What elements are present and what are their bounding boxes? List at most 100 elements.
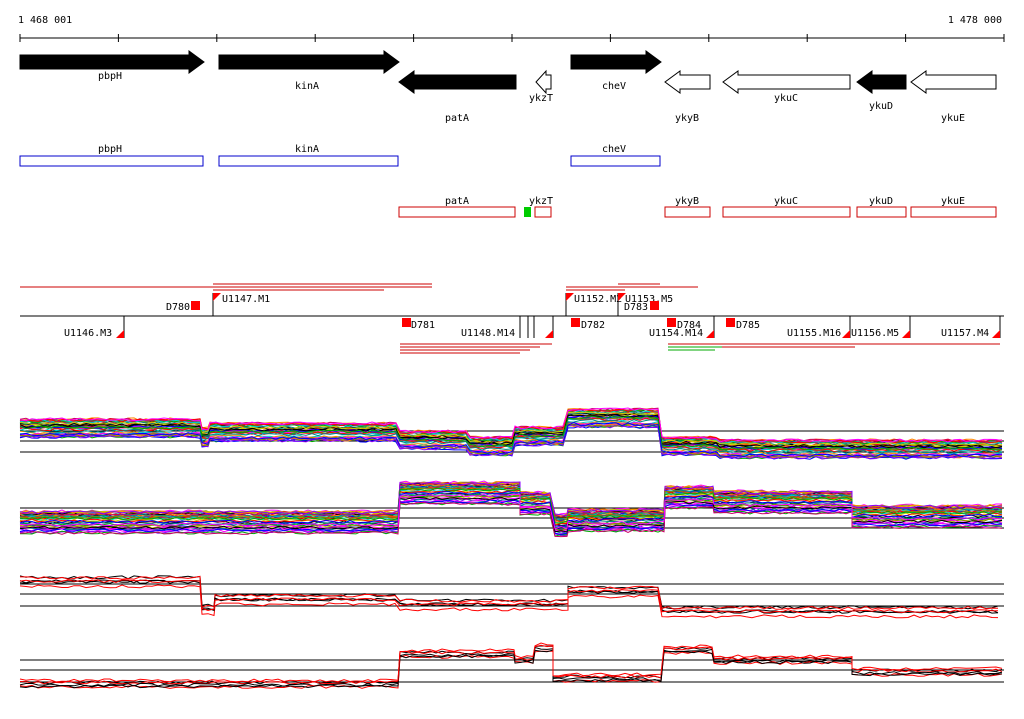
- feature-d781[interactable]: D781: [402, 318, 435, 331]
- forward-box-track: pbpH kinA cheV: [19, 144, 661, 167]
- gene-arrow-pbph[interactable]: pbpH: [19, 50, 205, 82]
- expression-trace: [19, 584, 999, 619]
- forward-box-pbph[interactable]: pbpH: [19, 144, 204, 167]
- gene-arrow-ykzt[interactable]: ykzT: [529, 69, 553, 104]
- feature-label-u1156-m5: U1156.M5: [851, 328, 899, 339]
- feature-label-u1154-m14: U1154.M14: [649, 328, 703, 339]
- feature-label-u1148-m14: U1148.M14: [461, 328, 515, 339]
- forward-box-label-pbph: pbpH: [98, 144, 122, 155]
- expression-trace: [19, 423, 1003, 459]
- feature-d780[interactable]: D780: [166, 301, 200, 313]
- feature-u1155-m16[interactable]: U1155.M16: [787, 316, 851, 339]
- gene-arrow-pata[interactable]: patA: [398, 70, 517, 124]
- gene-arrow-ykuc[interactable]: ykuC: [722, 70, 851, 104]
- forward-box-label-kina: kinA: [295, 144, 319, 155]
- feature-label-d781: D781: [411, 320, 435, 331]
- expression-trace: [19, 413, 1003, 449]
- gene-arrow-ykud[interactable]: ykuD: [856, 70, 907, 112]
- feature-label-d785: D785: [736, 320, 760, 331]
- feature-d782[interactable]: D782: [571, 318, 605, 331]
- feature-label-u1157-m4: U1157.M4: [941, 328, 989, 339]
- expression-trace: [19, 645, 1003, 685]
- feature-label-u1155-m16: U1155.M16: [787, 328, 841, 339]
- forward-box-label-chev: cheV: [602, 144, 626, 155]
- feature-d784[interactable]: D784: [667, 318, 701, 331]
- reverse-box-ykud[interactable]: ykuD: [856, 196, 907, 218]
- expression-trace: [19, 650, 1003, 689]
- expression-trace: [19, 422, 1003, 458]
- feature-track: D780 U1147.M1 U1152.M2 U1153.M5 D783 U11…: [20, 283, 1004, 354]
- expression-trace: [19, 415, 1002, 451]
- expression-panel-reverse-multi: [19, 480, 1004, 538]
- forward-box-kina[interactable]: kinA: [218, 144, 399, 167]
- expression-trace: [19, 409, 1003, 445]
- gene-arrow-ykue[interactable]: ykuE: [910, 70, 997, 124]
- expression-trace: [19, 575, 999, 610]
- expression-trace: [19, 646, 1003, 687]
- gene-label-ykud: ykuD: [869, 101, 893, 112]
- gene-arrow-ykyb[interactable]: ykyB: [664, 70, 711, 124]
- gene-label-ykzt: ykzT: [529, 93, 553, 104]
- expression-trace: [19, 649, 1003, 689]
- ruler-end-label: 1 478 000: [948, 15, 1002, 26]
- feature-label-d780: D780: [166, 302, 190, 313]
- feature-u1148-m14[interactable]: U1148.M14: [461, 316, 554, 339]
- expression-traces-1: [19, 407, 1003, 460]
- expression-trace: [19, 419, 1003, 454]
- gene-label-pata: patA: [445, 113, 469, 124]
- feature-d785[interactable]: D785: [726, 318, 760, 331]
- feature-u1157-m4[interactable]: U1157.M4: [941, 316, 1001, 339]
- expression-panel-forward-multi: [19, 407, 1004, 460]
- gene-arrow-chev[interactable]: cheV: [570, 50, 662, 92]
- gene-label-chev: cheV: [602, 81, 626, 92]
- feature-u1146-m3[interactable]: U1146.M3: [64, 316, 125, 339]
- feature-u1152-m2[interactable]: U1152.M2: [565, 293, 622, 316]
- reverse-box-label-pata: patA: [445, 196, 469, 207]
- feature-label-u1147-m1: U1147.M1: [222, 294, 270, 305]
- gene-label-pbph: pbpH: [98, 71, 122, 82]
- reverse-box-ykzt[interactable]: ykzT: [524, 196, 553, 218]
- coordinate-ruler: 1 468 001 1 478 000: [18, 15, 1005, 42]
- gene-track: pbpH kinA patA ykzT cheV ykyB ykuC ykuD: [19, 50, 997, 124]
- reverse-box-label-ykyb: ykyB: [675, 196, 699, 207]
- expression-trace: [19, 407, 1003, 443]
- feature-u1156-m5[interactable]: U1156.M5: [851, 316, 911, 339]
- feature-d783[interactable]: D783: [624, 301, 659, 313]
- expression-trace: [19, 411, 1003, 447]
- expression-traces-2: [19, 480, 1003, 538]
- expression-trace: [19, 481, 1003, 517]
- feature-u1153-m5[interactable]: U1153.M5: [617, 293, 673, 316]
- gene-label-ykyb: ykyB: [675, 113, 699, 124]
- feature-label-u1146-m3: U1146.M3: [64, 328, 112, 339]
- reverse-box-ykyb[interactable]: ykyB: [664, 196, 711, 218]
- reverse-box-ykuc[interactable]: ykuC: [722, 196, 851, 218]
- forward-box-chev[interactable]: cheV: [570, 144, 661, 167]
- reverse-box-label-ykud: ykuD: [869, 196, 893, 207]
- ruler-start-label: 1 468 001: [18, 15, 72, 26]
- expression-trace: [20, 575, 999, 610]
- ykzt-marker: [524, 207, 531, 217]
- expression-trace: [19, 644, 1003, 685]
- feature-u1154-m14[interactable]: U1154.M14: [649, 316, 715, 339]
- feature-label-d782: D782: [581, 320, 605, 331]
- reverse-box-label-ykue: ykuE: [941, 196, 965, 207]
- expression-trace: [19, 501, 1003, 538]
- gene-arrow-kina[interactable]: kinA: [218, 50, 400, 92]
- ruler-ticks: [19, 34, 1005, 42]
- expression-panel-reverse-summary: [19, 642, 1004, 689]
- expression-trace: [19, 642, 1003, 683]
- reverse-box-label-ykzt: ykzT: [529, 196, 553, 207]
- reverse-box-ykue[interactable]: ykuE: [910, 196, 997, 218]
- expression-trace: [19, 493, 1003, 530]
- feature-u1147-m1[interactable]: U1147.M1: [212, 293, 270, 316]
- reverse-box-pata[interactable]: patA: [398, 196, 516, 218]
- expression-traces-4: [19, 642, 1003, 689]
- gene-label-ykue: ykuE: [941, 113, 965, 124]
- feature-label-u1152-m2: U1152.M2: [574, 294, 622, 305]
- expression-trace: [19, 424, 1003, 460]
- reverse-box-track: patA ykzT ykyB ykuC ykuD ykuE: [398, 196, 997, 218]
- gene-label-kina: kinA: [295, 81, 319, 92]
- reverse-box-label-ykuc: ykuC: [774, 196, 798, 207]
- gene-label-ykuc: ykuC: [774, 93, 798, 104]
